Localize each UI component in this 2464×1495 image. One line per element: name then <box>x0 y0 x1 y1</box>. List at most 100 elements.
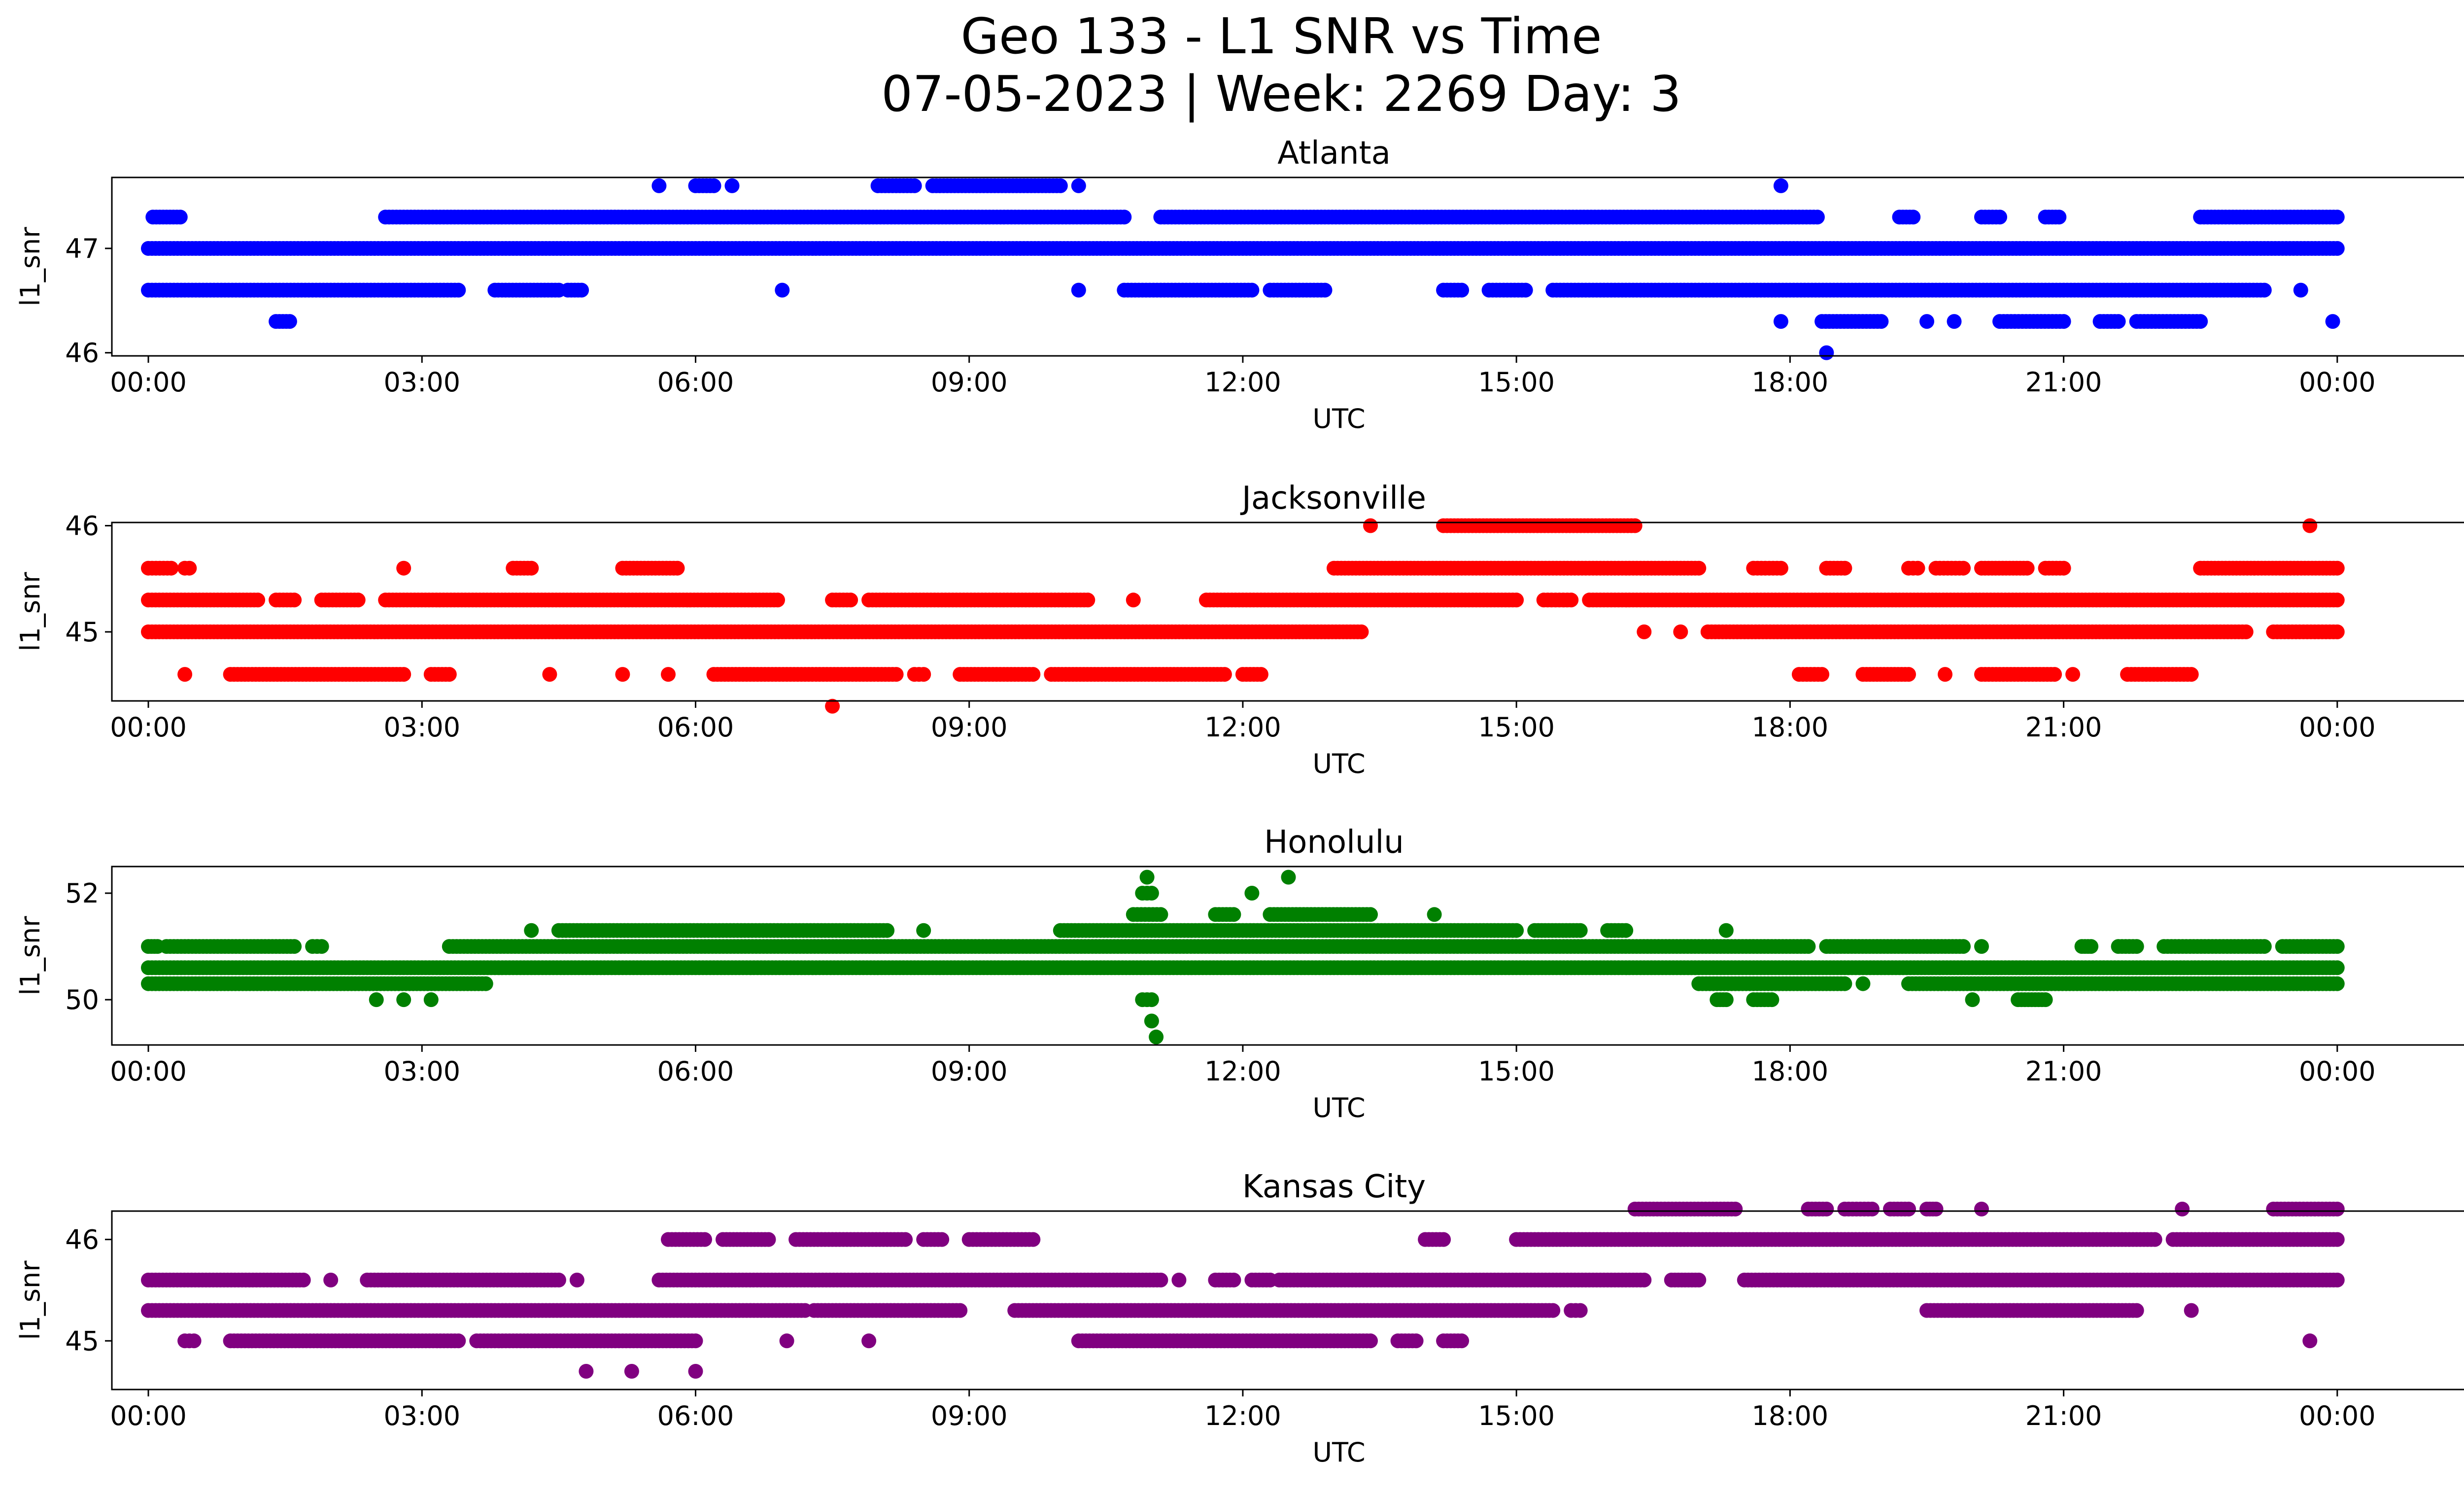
data-point <box>1144 992 1159 1008</box>
data-point <box>1919 314 1934 329</box>
data-point <box>1117 209 1132 225</box>
data-point <box>1518 282 1533 298</box>
x-tick-label: 12:00 <box>1204 712 1281 743</box>
data-point <box>478 976 493 991</box>
data-point <box>1992 209 2007 225</box>
data-point <box>287 592 302 608</box>
data-point <box>451 282 466 298</box>
data-point <box>2129 939 2144 954</box>
data-point <box>1718 992 1734 1008</box>
data-point <box>706 178 721 193</box>
data-point <box>1637 624 1652 639</box>
data-point <box>2329 939 2345 954</box>
data-point <box>350 592 366 608</box>
data-point <box>916 667 931 682</box>
data-point <box>1947 314 1962 329</box>
data-point <box>1773 314 1788 329</box>
y-axis-label: l1_snr <box>15 572 46 652</box>
x-tick-label: 03:00 <box>383 712 460 743</box>
data-point <box>907 178 922 193</box>
x-tick-label: 09:00 <box>931 1056 1008 1087</box>
x-tick-label: 06:00 <box>657 367 734 398</box>
data-point <box>889 667 904 682</box>
data-point <box>1673 624 1688 639</box>
data-point <box>1965 992 1980 1008</box>
data-point <box>1764 992 1780 1008</box>
data-point <box>172 209 188 225</box>
data-point <box>775 282 790 298</box>
data-point <box>1354 624 1369 639</box>
x-tick-label: 12:00 <box>1204 367 1281 398</box>
data-point <box>724 178 740 193</box>
x-tick-label: 09:00 <box>931 712 1008 743</box>
data-point <box>1144 1013 1159 1029</box>
x-tick-label: 00:00 <box>2299 367 2376 398</box>
data-point <box>2193 314 2208 329</box>
y-tick-label: 50 <box>65 984 99 1015</box>
data-point <box>1901 667 1916 682</box>
data-point <box>524 560 539 576</box>
data-points <box>141 178 2345 360</box>
x-tick-label: 00:00 <box>2299 1056 2376 1087</box>
data-point <box>1801 939 1816 954</box>
data-point <box>1956 939 1971 954</box>
x-tick-label: 18:00 <box>1752 712 1829 743</box>
data-point <box>2325 314 2340 329</box>
x-tick-label: 00:00 <box>110 1056 187 1087</box>
data-point <box>1509 923 1524 938</box>
x-tick-label: 21:00 <box>2025 1056 2102 1087</box>
data-point <box>2329 624 2345 639</box>
data-point <box>396 560 411 576</box>
data-point <box>542 667 557 682</box>
data-point <box>1427 907 1442 922</box>
data-point <box>1627 518 1643 533</box>
x-tick-label: 03:00 <box>383 367 460 398</box>
data-point <box>1253 667 1268 682</box>
y-axis-label: l1_snr <box>15 227 46 307</box>
x-tick-label: 15:00 <box>1478 1056 1555 1087</box>
data-point <box>2293 282 2308 298</box>
data-point <box>1217 667 1232 682</box>
data-point <box>164 560 179 576</box>
data-point <box>2329 241 2345 256</box>
data-point <box>287 939 302 954</box>
x-tick-label: 06:00 <box>657 712 734 743</box>
subplot-title: Atlanta <box>1277 135 1391 172</box>
data-point <box>442 667 457 682</box>
subplot-title: Kansas City <box>1242 1169 1426 1205</box>
x-tick-label: 00:00 <box>110 367 187 398</box>
y-tick-label: 52 <box>65 878 99 909</box>
data-point <box>1974 939 1989 954</box>
data-point <box>1363 518 1378 533</box>
data-point <box>1691 560 1707 576</box>
data-point <box>1144 886 1159 901</box>
data-point <box>1573 923 1588 938</box>
data-point <box>2056 560 2071 576</box>
data-point <box>1956 560 1971 576</box>
data-point <box>2047 667 2062 682</box>
data-point <box>843 592 858 608</box>
data-point <box>1317 282 1333 298</box>
x-axis-label: UTC <box>1312 748 1365 779</box>
x-tick-label: 18:00 <box>1752 1056 1829 1087</box>
data-point <box>1509 592 1524 608</box>
subplot-panels: Atlanta 00:00 03:00 06:00 09:00 12:00 15:00 18:… <box>15 135 2464 1468</box>
x-tick-label: 21:00 <box>2025 367 2102 398</box>
data-point <box>651 178 667 193</box>
figure-title-line-2: 07-05-2023 | Week: 2269 Day: 3 <box>881 65 1681 123</box>
data-point <box>1874 314 1889 329</box>
subplot-title: Jacksonville <box>1240 480 1426 517</box>
data-point <box>2111 314 2126 329</box>
data-point <box>2052 209 2067 225</box>
data-point <box>1139 869 1155 885</box>
data-point <box>1244 282 1260 298</box>
data-point <box>1080 592 1095 608</box>
data-point <box>574 282 589 298</box>
data-point <box>2329 209 2345 225</box>
data-point <box>1910 560 1925 576</box>
data-point <box>1773 178 1788 193</box>
data-point <box>2019 560 2035 576</box>
data-point <box>182 560 197 576</box>
